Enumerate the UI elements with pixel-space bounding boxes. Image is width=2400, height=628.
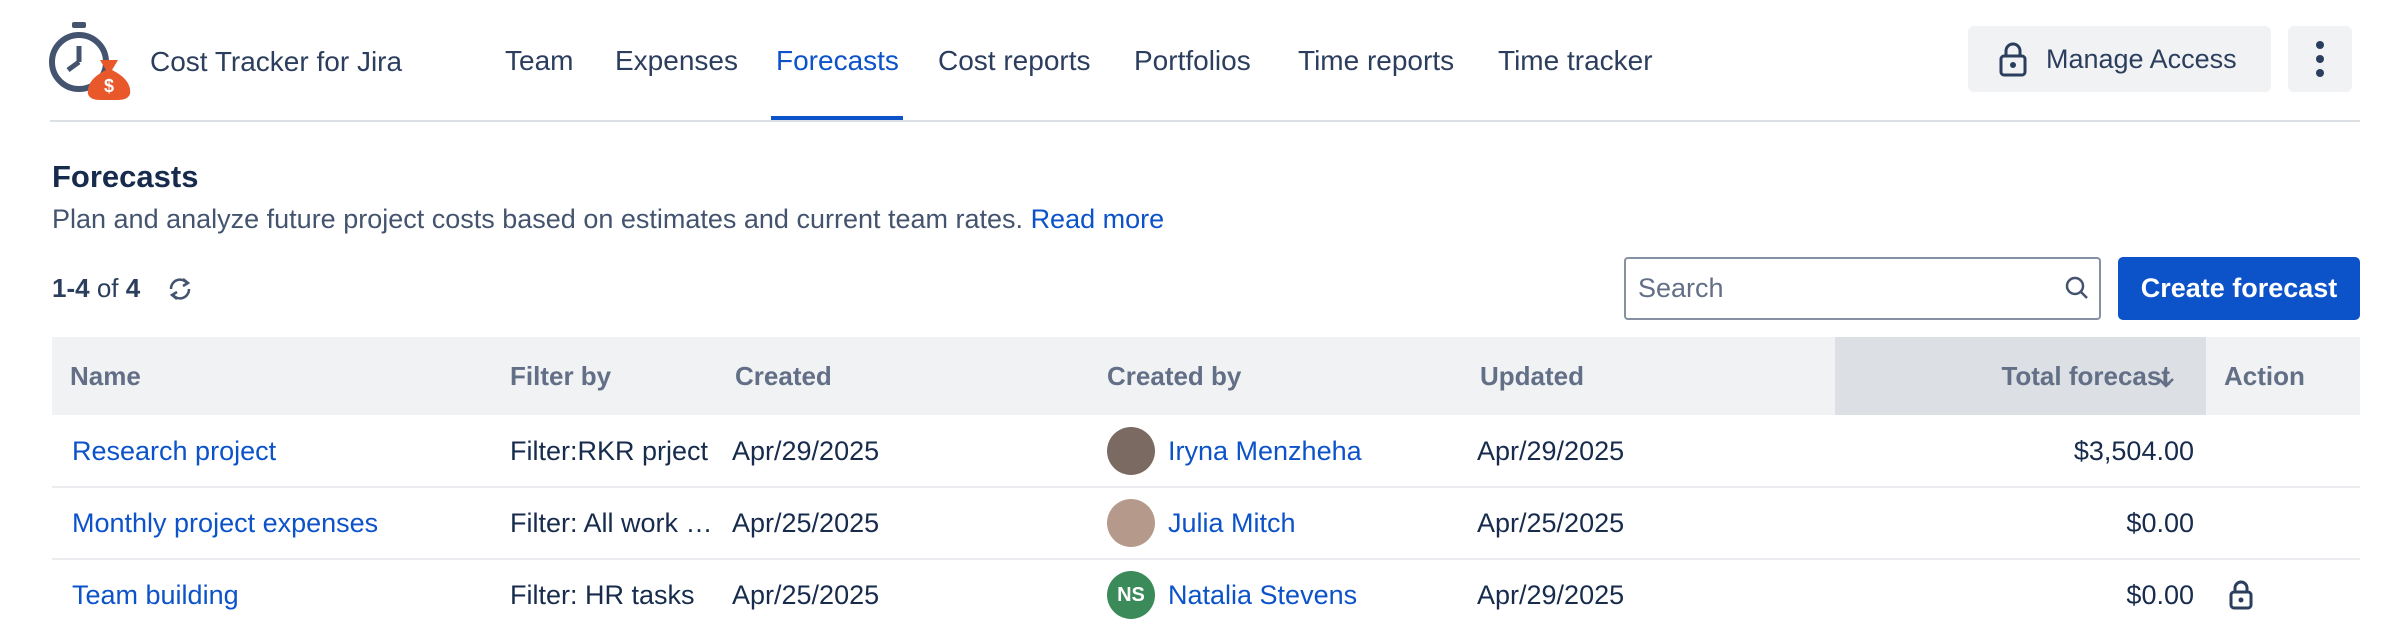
refresh-icon[interactable] — [166, 275, 194, 303]
active-indicator — [771, 116, 903, 120]
nav-link[interactable]: Expenses — [615, 45, 738, 76]
forecast-name-link[interactable]: Research project — [72, 436, 277, 466]
avatar — [1107, 499, 1155, 547]
read-more-link[interactable]: Read more — [1030, 204, 1165, 234]
column-header[interactable]: Updated — [1480, 361, 1584, 391]
total-forecast-cell: $3,504.00 — [2073, 436, 2194, 466]
column-header[interactable]: Created by — [1107, 361, 1242, 391]
column-header[interactable]: Created — [735, 361, 832, 391]
creator-link[interactable]: Julia Mitch — [1168, 508, 1296, 538]
filter-cell: Filter: All work … — [510, 508, 713, 538]
nav-link[interactable]: Forecasts — [776, 45, 899, 76]
pagination-of: of — [96, 273, 119, 303]
app-name: Cost Tracker for Jira — [150, 46, 403, 77]
row-divider — [52, 486, 2360, 488]
button-label: Manage Access — [2046, 44, 2237, 74]
column-header[interactable]: Filter by — [510, 361, 612, 391]
search-placeholder: Search — [1638, 273, 1724, 303]
forecast-name-link[interactable]: Monthly project expenses — [72, 508, 379, 538]
description-text: Plan and analyze future project costs ba… — [52, 204, 1024, 234]
nav-link[interactable]: Portfolios — [1134, 45, 1251, 76]
pagination-range: 1-4 — [52, 273, 90, 303]
header-divider — [50, 120, 2360, 122]
filter-cell: Filter:RKR prject — [510, 436, 709, 466]
nav-link[interactable]: Time reports — [1298, 45, 1455, 76]
updated-cell: Apr/25/2025 — [1477, 508, 1625, 538]
more-button[interactable] — [2288, 26, 2352, 92]
sort-arrow — [2158, 367, 2174, 388]
forecast-name-link[interactable]: Team building — [72, 580, 239, 610]
row-divider — [52, 558, 2360, 560]
column-header: Action — [2224, 361, 2305, 391]
updated-cell: Apr/29/2025 — [1477, 436, 1625, 466]
pagination: 1-4 of 4 — [52, 271, 140, 305]
nav-link[interactable]: Cost reports — [938, 45, 1091, 76]
lock-icon — [2229, 580, 2253, 610]
created-cell: Apr/25/2025 — [732, 580, 880, 610]
manage-access-button[interactable]: Manage Access — [1968, 26, 2271, 92]
sorted-column-header[interactable] — [1835, 337, 2206, 415]
page-title: Forecasts — [52, 159, 199, 194]
page-description: Plan and analyze future project costs ba… — [52, 202, 1164, 236]
updated-cell: Apr/29/2025 — [1477, 580, 1625, 610]
nav-link[interactable]: Time tracker — [1498, 45, 1653, 76]
search-icon — [2065, 276, 2088, 299]
pagination-total: 4 — [125, 273, 141, 303]
total-forecast-cell: $0.00 — [2126, 508, 2194, 538]
svg-text:$: $ — [104, 76, 114, 96]
lock-icon — [1999, 42, 2027, 77]
created-cell: Apr/29/2025 — [732, 436, 880, 466]
column-header[interactable]: Name — [70, 361, 141, 391]
create-forecast-button[interactable]: Create forecast — [2118, 257, 2360, 320]
total-forecast-cell: $0.00 — [2126, 580, 2194, 610]
search-input[interactable]: Search — [1624, 257, 2101, 320]
creator-link[interactable]: Natalia Stevens — [1168, 580, 1358, 610]
created-cell: Apr/25/2025 — [732, 508, 880, 538]
creator-link[interactable]: Iryna Menzheha — [1168, 436, 1362, 466]
lock-action[interactable] — [2228, 579, 2254, 611]
avatar: NS — [1107, 571, 1155, 619]
app-logo: $ — [49, 22, 131, 100]
nav-link[interactable]: Team — [505, 45, 574, 76]
avatar — [1107, 427, 1155, 475]
filter-cell: Filter: HR tasks — [510, 580, 695, 610]
column-header[interactable]: Total forecast — [2001, 361, 2170, 391]
more-icon — [2316, 41, 2324, 77]
